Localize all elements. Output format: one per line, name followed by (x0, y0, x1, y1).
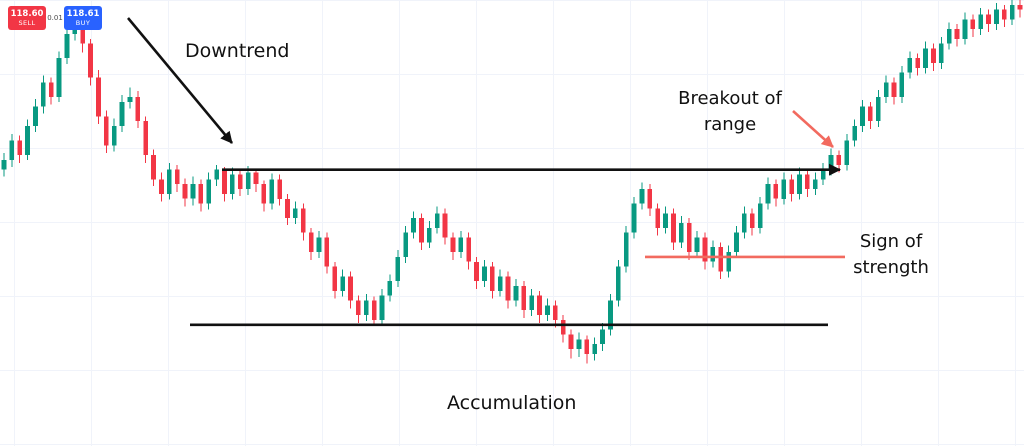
breakout-label-line1: Breakout of (678, 88, 782, 109)
buy-label: BUY (75, 18, 91, 27)
buy-price: 118.61 (66, 8, 100, 19)
breakout-label: Breakout of range (650, 86, 810, 138)
sell-label: SELL (18, 18, 36, 27)
downtrend-arrow (127, 17, 233, 144)
buy-badge[interactable]: 118.61 BUY (64, 6, 102, 30)
accumulation-label: Accumulation (447, 392, 577, 414)
buy-sell-widget: 118.60 SELL 0.01 118.61 BUY (8, 6, 102, 30)
sell-badge[interactable]: 118.60 SELL (8, 6, 46, 30)
breakout-label-line2: range (703, 114, 757, 135)
sign-of-strength-label: Sign of strength (836, 229, 946, 281)
downtrend-label: Downtrend (185, 40, 290, 62)
spread-value: 0.01 (46, 6, 64, 30)
sign-of-strength-label-line1: Sign of (859, 231, 923, 252)
candles (1, 0, 1023, 364)
sell-price: 118.60 (10, 8, 44, 19)
breakout-arrow (792, 110, 834, 148)
sign-of-strength-label-line2: strength (853, 257, 929, 278)
